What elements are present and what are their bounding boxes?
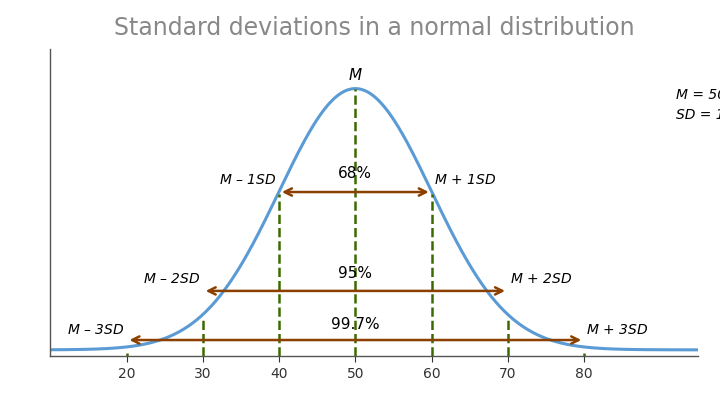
Text: 68%: 68% — [338, 166, 372, 181]
Text: $M$ + 3SD: $M$ + 3SD — [586, 323, 649, 337]
Text: M = 50
SD = 10: M = 50 SD = 10 — [675, 88, 720, 122]
Text: 99.7%: 99.7% — [331, 317, 379, 332]
Text: 95%: 95% — [338, 266, 372, 281]
Text: $M$: $M$ — [348, 67, 363, 83]
Title: Standard deviations in a normal distribution: Standard deviations in a normal distribu… — [114, 16, 635, 40]
Text: $M$ – 2SD: $M$ – 2SD — [143, 272, 201, 286]
Text: $M$ – 1SD: $M$ – 1SD — [220, 173, 276, 187]
Text: $M$ – 3SD: $M$ – 3SD — [67, 323, 125, 337]
Text: $M$ + 1SD: $M$ + 1SD — [434, 173, 496, 187]
Text: $M$ + 2SD: $M$ + 2SD — [510, 272, 572, 286]
